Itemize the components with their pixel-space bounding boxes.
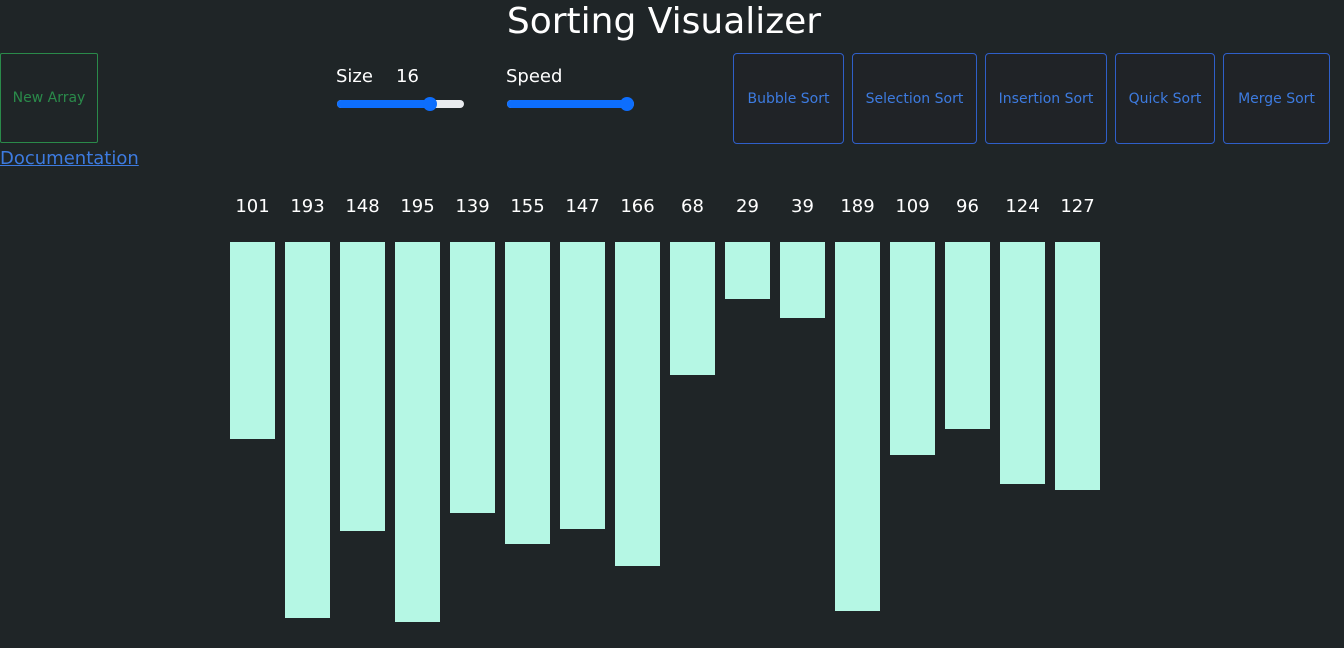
array-bar [890, 242, 935, 455]
bar-value-label: 127 [1060, 196, 1095, 217]
new-array-button[interactable]: New Array [0, 53, 98, 143]
bar-value-label: 96 [956, 196, 979, 217]
array-bar [560, 242, 605, 529]
speed-slider-fill [507, 100, 627, 108]
bar-value-label: 189 [840, 196, 875, 217]
array-bar [725, 242, 770, 299]
array-bar [1055, 242, 1100, 490]
array-bar [1000, 242, 1045, 484]
speed-slider-thumb[interactable] [620, 97, 634, 111]
array-bar [835, 242, 880, 611]
quick-sort-button[interactable]: Quick Sort [1115, 53, 1215, 144]
bar-value-label: 29 [736, 196, 759, 217]
size-slider[interactable] [337, 97, 464, 111]
array-bar [340, 242, 385, 531]
array-bar [505, 242, 550, 544]
merge-sort-button[interactable]: Merge Sort [1223, 53, 1330, 144]
bar-value-label: 195 [400, 196, 435, 217]
speed-label: Speed [506, 66, 563, 87]
array-bar [450, 242, 495, 513]
array-bar [230, 242, 275, 439]
array-bar [285, 242, 330, 618]
size-slider-thumb[interactable] [422, 97, 437, 111]
array-bar [615, 242, 660, 566]
bar-value-label: 166 [620, 196, 655, 217]
bar-value-label: 148 [345, 196, 380, 217]
bar-value-label: 155 [510, 196, 545, 217]
speed-slider[interactable] [507, 97, 634, 111]
array-bar [395, 242, 440, 622]
bar-value-label: 68 [681, 196, 704, 217]
size-value: 16 [396, 66, 419, 87]
bar-value-label: 124 [1005, 196, 1040, 217]
bar-value-label: 147 [565, 196, 600, 217]
bubble-sort-button[interactable]: Bubble Sort [733, 53, 844, 144]
bar-value-label: 101 [235, 196, 270, 217]
array-bar [670, 242, 715, 375]
bar-value-label: 39 [791, 196, 814, 217]
insertion-sort-button[interactable]: Insertion Sort [985, 53, 1107, 144]
size-slider-fill [337, 100, 430, 108]
array-bar [780, 242, 825, 318]
bar-value-label: 139 [455, 196, 490, 217]
array-bar [945, 242, 990, 429]
bar-value-label: 193 [290, 196, 325, 217]
documentation-link[interactable]: Documentation [0, 148, 139, 169]
bar-value-label: 109 [895, 196, 930, 217]
page-title: Sorting Visualizer [506, 1, 822, 42]
selection-sort-button[interactable]: Selection Sort [852, 53, 977, 144]
size-label: Size [336, 66, 373, 87]
